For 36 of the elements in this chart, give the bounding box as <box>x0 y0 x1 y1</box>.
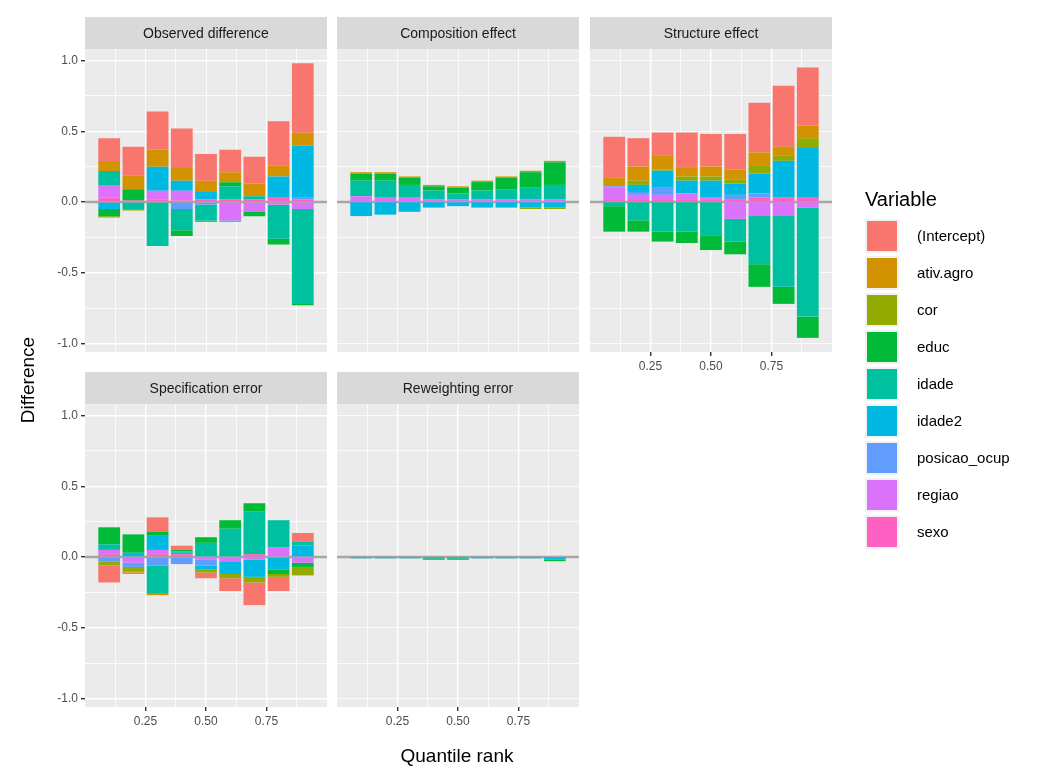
y-tick-label: 1.0 <box>61 407 79 422</box>
legend-label: regiao <box>917 486 959 503</box>
chart-title: Specification error <box>85 372 327 404</box>
legend-label: ativ.agro <box>917 264 974 281</box>
x-tick-label: 0.50 <box>194 713 218 728</box>
legend-label: idade <box>917 375 954 392</box>
y-tick-label: -1.0 <box>57 335 79 350</box>
y-tick-label: -1.0 <box>57 690 79 705</box>
y-tick-label: 1.0 <box>61 52 79 67</box>
legend-title: Variable <box>865 188 938 211</box>
legend-label: posicao_ocup <box>917 449 1010 466</box>
y-tick-label: 0.5 <box>61 123 79 138</box>
legend-label: educ <box>917 338 950 355</box>
y-tick-label: 0.5 <box>61 478 79 493</box>
x-tick-label: 0.50 <box>699 358 723 373</box>
x-tick-label: 0.75 <box>759 358 784 373</box>
x-tick-label: 0.25 <box>385 713 410 728</box>
chart-title: Observed difference <box>85 17 327 49</box>
chart-title: Structure effect <box>590 17 832 49</box>
chart-title: Composition effect <box>337 17 579 49</box>
legend-label: (Intercept) <box>917 227 986 244</box>
x-tick-label: 0.75 <box>506 713 531 728</box>
x-tick-label: 0.25 <box>133 713 158 728</box>
y-tick-label: -0.5 <box>57 265 79 280</box>
x-tick-label: 0.50 <box>446 713 470 728</box>
x-tick-label: 0.25 <box>638 358 663 373</box>
y-axis-title: Difference <box>17 336 40 424</box>
x-tick-label: 0.75 <box>254 713 279 728</box>
y-tick-label: -0.5 <box>57 620 79 635</box>
legend-label: cor <box>917 301 938 318</box>
legend-label: idade2 <box>917 412 963 429</box>
x-axis-title: Quantile rank <box>400 745 514 767</box>
legend-label: sexo <box>917 523 949 540</box>
chart-title: Reweighting error <box>337 372 579 404</box>
y-tick-label: 0.0 <box>61 549 79 564</box>
y-tick-label: 0.0 <box>61 194 79 209</box>
